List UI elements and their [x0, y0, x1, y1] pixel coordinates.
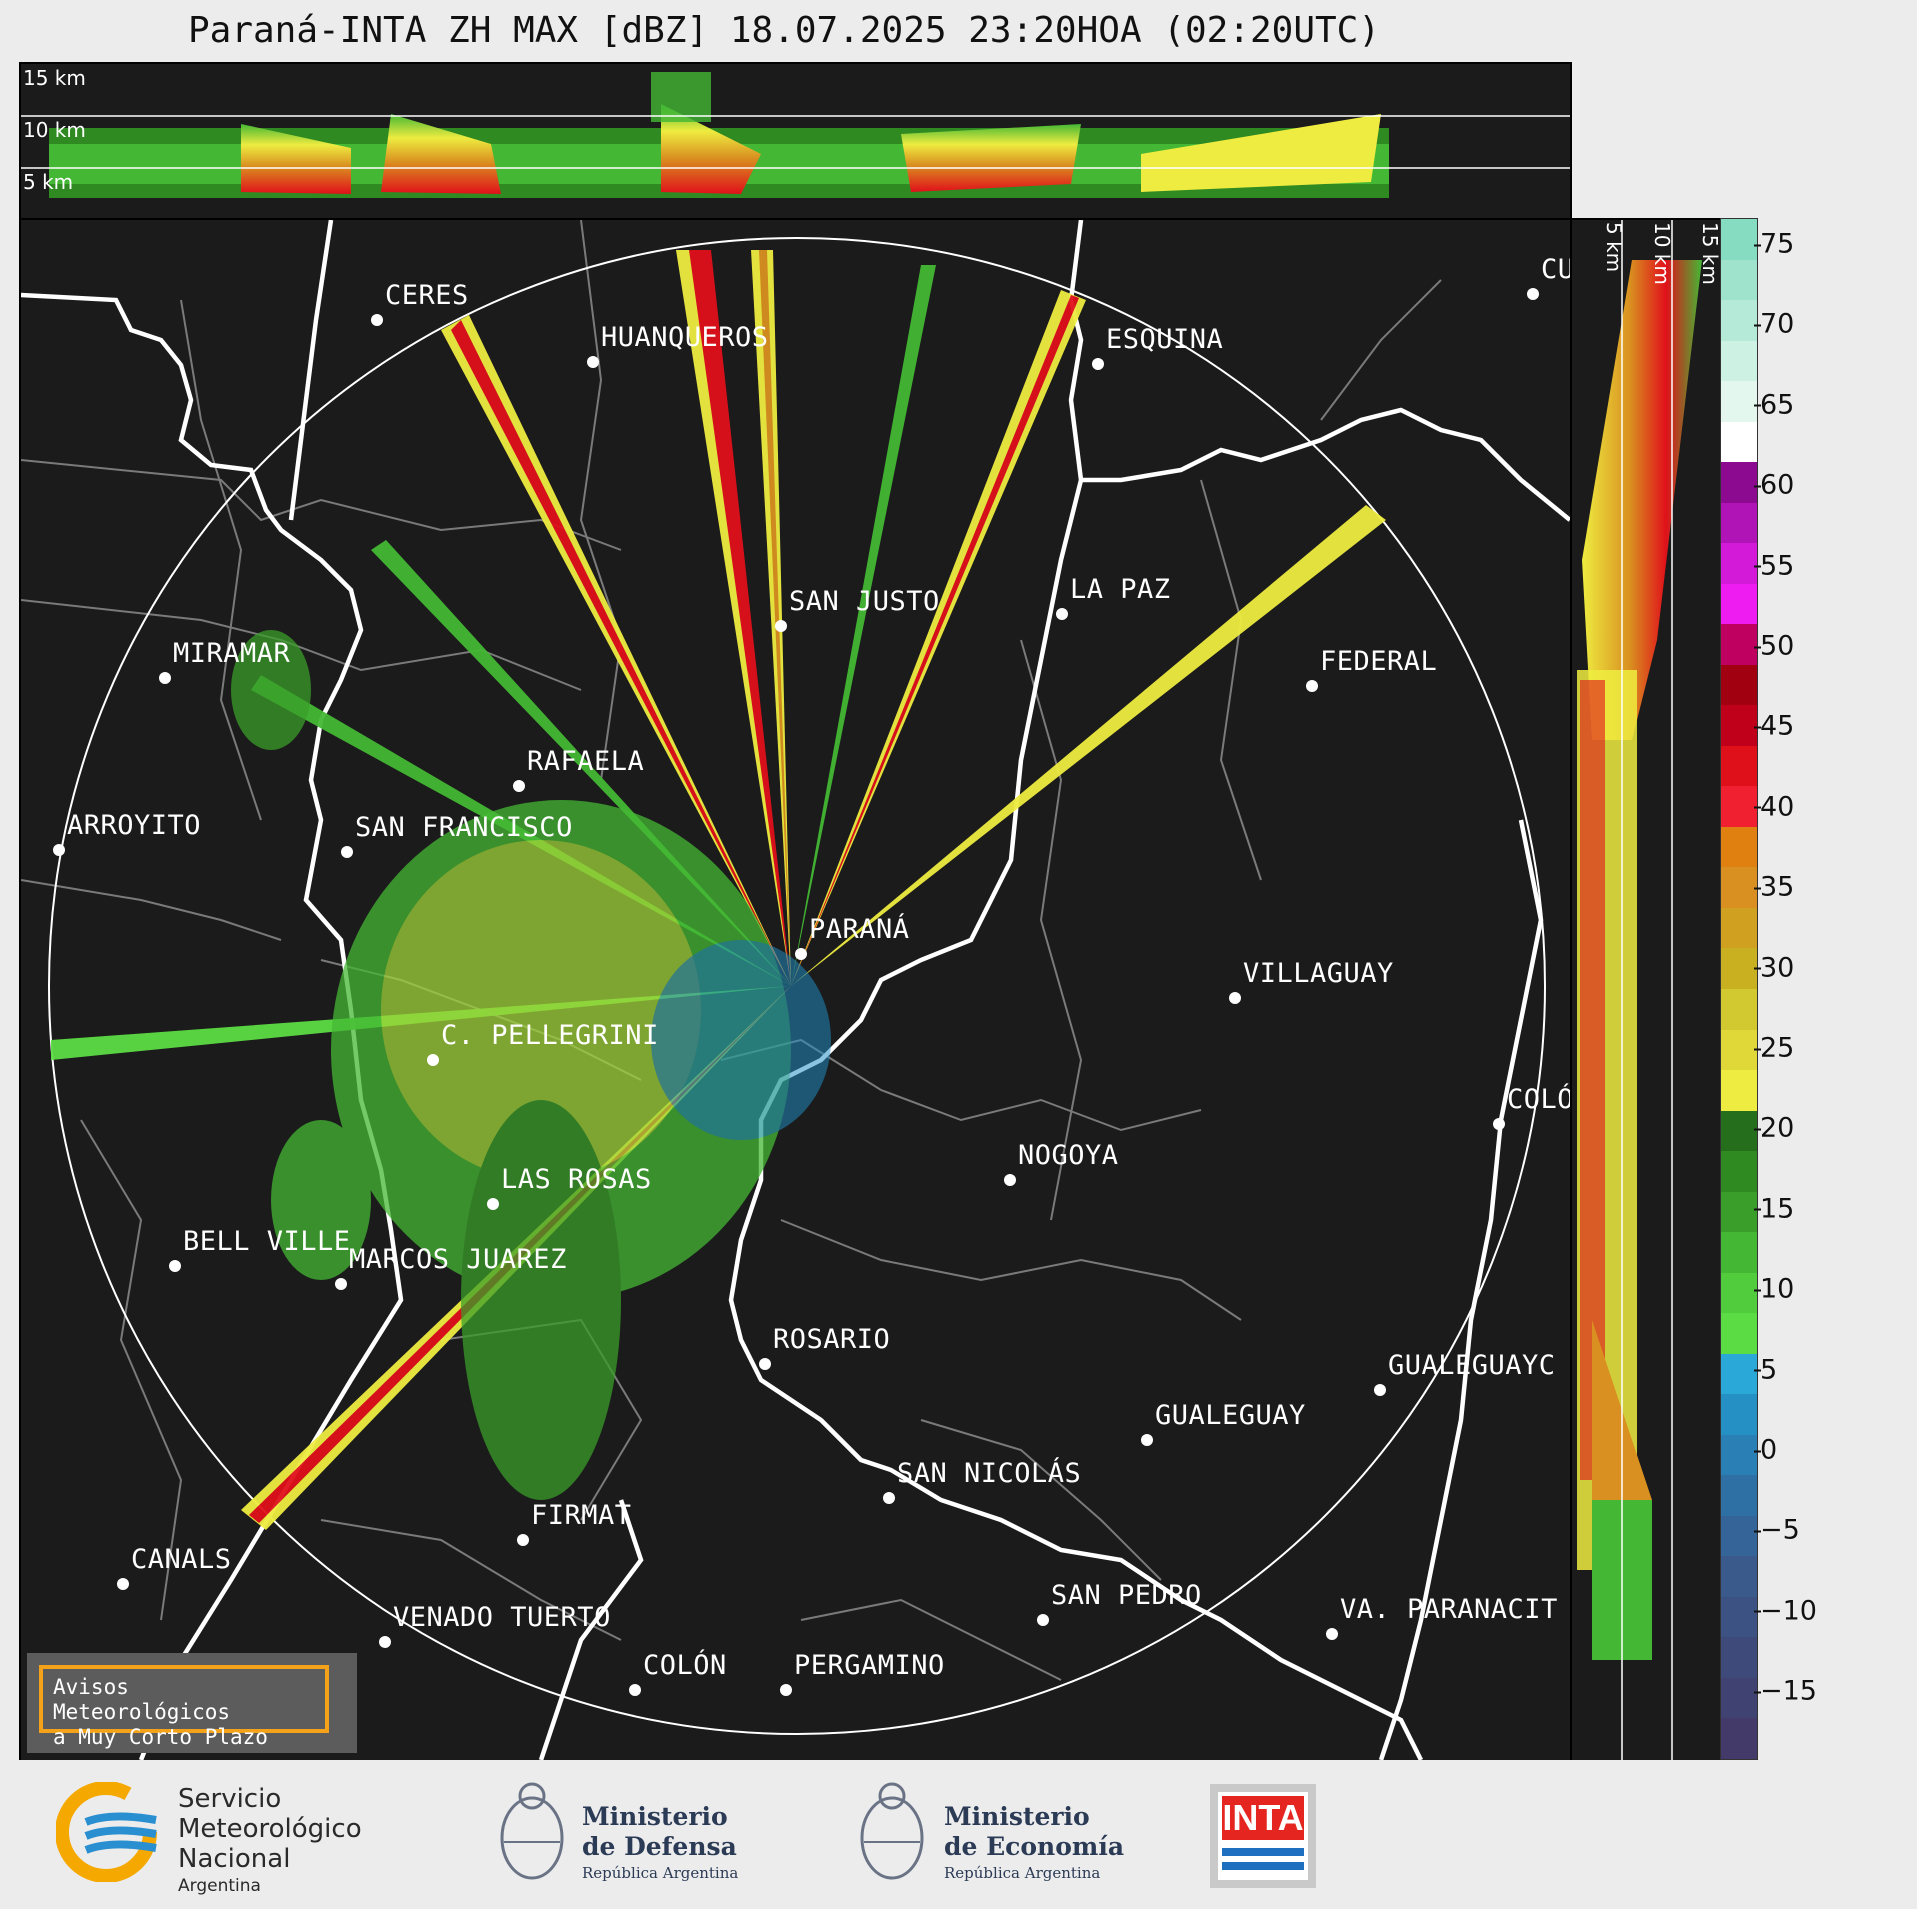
colorbar-swatch	[1721, 624, 1757, 666]
colorbar-tick-label: −15	[1754, 1675, 1817, 1707]
defensa-seal-icon	[494, 1778, 570, 1894]
colorbar-tick-label: 5	[1753, 1354, 1778, 1386]
inta-logo-icon: INTA	[1210, 1784, 1316, 1888]
colorbar-swatch	[1721, 826, 1757, 869]
colorbar-swatch	[1721, 1110, 1757, 1153]
colorbar-swatch	[1721, 1313, 1757, 1355]
colorbar-swatch	[1721, 1353, 1757, 1396]
colorbar-swatch	[1721, 1191, 1757, 1234]
side-cross-section-plot	[1577, 220, 1702, 1760]
colorbar-swatch	[1721, 1029, 1757, 1072]
colorbar-swatch	[1721, 543, 1757, 585]
economia-line-1: Ministerio	[944, 1802, 1090, 1831]
alert-box-border: Avisos Meteorológicos a Muy Corto Plazo	[39, 1665, 329, 1749]
map-title: Paraná-INTA ZH MAX [dBZ] 18.07.2025 23:2…	[187, 10, 1381, 51]
colorbar-tick-label: 25	[1753, 1032, 1795, 1064]
colorbar-swatch	[1721, 664, 1757, 707]
side-label-15km: 15 km	[1698, 222, 1722, 285]
top-cross-section: 15 km 10 km 5 km	[19, 62, 1572, 220]
colorbar-swatch	[1721, 1596, 1757, 1639]
colorbar-tick-label: 75	[1753, 228, 1795, 260]
colorbar-tick-label: 15	[1753, 1193, 1795, 1225]
radar-map[interactable]: CERES HUANQUEROS ESQUINA SAN JUSTO LA PA…	[19, 218, 1572, 1762]
colorbar-swatch	[1721, 462, 1757, 504]
colorbar-tick-label: 70	[1753, 308, 1795, 340]
colorbar-swatch	[1721, 421, 1757, 464]
colorbar-tick-label: −10	[1754, 1595, 1817, 1627]
radar-map-canvas	[21, 220, 1570, 1760]
height-label-10km: 10 km	[23, 118, 86, 142]
colorbar-swatch	[1721, 989, 1757, 1031]
colorbar-tick-label: 0	[1753, 1434, 1778, 1466]
smn-line-2: Meteorológico	[178, 1814, 362, 1844]
colorbar-swatch	[1721, 1718, 1757, 1759]
colorbar-tick-label: 65	[1753, 389, 1795, 421]
colorbar-swatch	[1721, 948, 1757, 990]
colorbar-swatch	[1721, 1272, 1757, 1315]
dbz-colorbar	[1720, 218, 1758, 1760]
colorbar-swatch	[1721, 745, 1757, 788]
colorbar-tick-label: 55	[1753, 550, 1795, 582]
colorbar-swatch	[1721, 1515, 1757, 1558]
colorbar-swatch	[1721, 1070, 1757, 1112]
height-label-15km: 15 km	[23, 66, 86, 90]
colorbar-swatch	[1721, 907, 1757, 950]
colorbar-swatch	[1721, 219, 1757, 261]
colorbar-swatch	[1721, 1677, 1757, 1720]
colorbar-swatch	[1721, 1232, 1757, 1274]
economia-line-2: de Economía	[944, 1832, 1125, 1861]
colorbar-swatch	[1721, 300, 1757, 342]
colorbar-swatch	[1721, 1151, 1757, 1193]
colorbar-tick-label: −5	[1754, 1514, 1800, 1546]
alert-box[interactable]: Avisos Meteorológicos a Muy Corto Plazo	[27, 1653, 357, 1753]
colorbar-ticks: 75 70 65 60 55 50 45 40 35 30 25 20 15 10 5 0 −5 −10 −15	[1753, 218, 1910, 1758]
colorbar-tick-label: 20	[1753, 1112, 1795, 1144]
economia-seal-icon	[854, 1778, 930, 1894]
colorbar-swatch	[1721, 583, 1757, 626]
defensa-line-3: República Argentina	[582, 1864, 739, 1882]
smn-line-4: Argentina	[178, 1876, 261, 1896]
colorbar-tick-label: 40	[1753, 791, 1795, 823]
top-cross-section-plot	[21, 72, 1570, 198]
colorbar-swatch	[1721, 259, 1757, 302]
colorbar-swatch	[1721, 786, 1757, 828]
colorbar-tick-label: 60	[1753, 469, 1795, 501]
side-cross-section: 5 km 10 km 15 km	[1570, 218, 1724, 1762]
colorbar-swatch	[1721, 381, 1757, 423]
colorbar-swatch	[1721, 705, 1757, 747]
colorbar-swatch	[1721, 1637, 1757, 1679]
colorbar-swatch	[1721, 340, 1757, 383]
smn-line-1: Servicio	[178, 1784, 282, 1814]
colorbar-swatch	[1721, 1475, 1757, 1517]
colorbar-tick-label: 10	[1753, 1273, 1795, 1305]
colorbar-tick-label: 35	[1753, 871, 1795, 903]
side-label-10km: 10 km	[1650, 222, 1674, 285]
smn-line-3: Nacional	[178, 1844, 291, 1874]
inta-logo-label: INTA	[1222, 1796, 1304, 1840]
alert-line-1: Avisos Meteorológicos	[53, 1675, 231, 1724]
economia-line-3: República Argentina	[944, 1864, 1101, 1882]
alert-line-2: a Muy Corto Plazo	[53, 1725, 268, 1749]
side-label-5km: 5 km	[1602, 222, 1626, 273]
smn-logo-icon	[55, 1781, 166, 1886]
footer-logos: Servicio Meteorológico Nacional Argentin…	[0, 1760, 1917, 1909]
colorbar-swatch	[1721, 1556, 1757, 1598]
height-label-5km: 5 km	[23, 170, 74, 194]
defensa-line-1: Ministerio	[582, 1802, 728, 1831]
colorbar-swatch	[1721, 1434, 1757, 1477]
colorbar-tick-label: 45	[1753, 710, 1795, 742]
colorbar-tick-label: 30	[1753, 952, 1795, 984]
colorbar-swatch	[1721, 867, 1757, 909]
colorbar-swatch	[1721, 1394, 1757, 1436]
colorbar-tick-label: 50	[1753, 630, 1795, 662]
defensa-line-2: de Defensa	[582, 1832, 737, 1861]
colorbar-swatch	[1721, 502, 1757, 545]
